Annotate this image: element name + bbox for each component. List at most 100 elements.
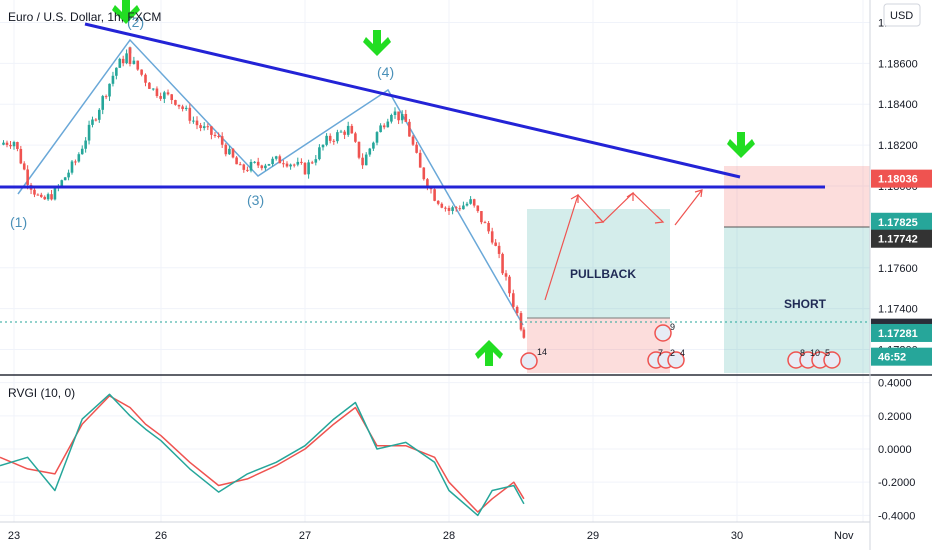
candle-body bbox=[350, 125, 354, 134]
price-label-text: 1.17825 bbox=[878, 217, 918, 229]
candle-body bbox=[108, 83, 111, 97]
candle-body bbox=[16, 142, 19, 149]
price-label[interactable]: 46:52 bbox=[871, 347, 932, 366]
candle-body bbox=[487, 222, 490, 232]
candle-body bbox=[39, 194, 43, 197]
candle-body bbox=[504, 273, 508, 277]
candle-body bbox=[364, 154, 368, 166]
candle-body bbox=[77, 154, 81, 162]
candle-body bbox=[115, 67, 118, 76]
candle-body bbox=[321, 144, 325, 148]
time-tick-label: 26 bbox=[155, 530, 167, 542]
candle-body bbox=[184, 107, 188, 110]
candle-body bbox=[515, 306, 519, 314]
candle-body bbox=[278, 156, 282, 164]
candle-body bbox=[125, 53, 128, 64]
candle-body bbox=[217, 135, 220, 137]
candle-body bbox=[382, 125, 386, 128]
candle-body bbox=[163, 92, 166, 99]
candle-body bbox=[213, 134, 217, 136]
candle-body bbox=[372, 142, 375, 149]
candle-body bbox=[104, 96, 108, 98]
candle-body bbox=[267, 164, 271, 166]
candle-body bbox=[87, 124, 91, 141]
candle-body bbox=[53, 187, 57, 200]
candle-body bbox=[174, 100, 177, 105]
candle-body bbox=[400, 114, 404, 121]
time-tick-label: 29 bbox=[587, 530, 599, 542]
candle-body bbox=[454, 207, 458, 209]
candle-body bbox=[303, 162, 307, 175]
candle-body bbox=[260, 165, 264, 169]
candle-body bbox=[231, 148, 235, 158]
price-label-bg bbox=[871, 323, 932, 342]
candle-body bbox=[246, 169, 249, 171]
candle-body bbox=[415, 144, 418, 153]
candle-body bbox=[285, 163, 289, 167]
candle-body bbox=[292, 164, 296, 166]
currency-label: USD bbox=[890, 10, 913, 22]
candle-body bbox=[118, 58, 122, 68]
candle-body bbox=[429, 187, 433, 190]
candle-body bbox=[411, 136, 415, 145]
candle-body bbox=[36, 194, 40, 196]
rvgi-tick-label: 0.0000 bbox=[878, 444, 912, 456]
candle-body bbox=[177, 104, 181, 107]
down-arrow-wave-4 bbox=[363, 30, 391, 56]
candle-body bbox=[220, 136, 224, 145]
price-label[interactable]: 1.17825 bbox=[871, 212, 932, 231]
up-arrow-bounce bbox=[475, 340, 503, 366]
candle-body bbox=[465, 203, 469, 206]
wave-label-2: (2) bbox=[127, 14, 144, 30]
economic-events: 14 9 7 2 4 8 10 5 bbox=[520, 322, 841, 370]
candle-body bbox=[307, 162, 310, 175]
price-label[interactable]: 1.17281 bbox=[871, 323, 932, 342]
short-stop-zone bbox=[724, 166, 870, 227]
rvgi-tick-label: 0.2000 bbox=[878, 411, 912, 423]
candle-body bbox=[170, 94, 174, 101]
candle-body bbox=[458, 208, 462, 210]
candle-body bbox=[67, 172, 70, 178]
candle-body bbox=[33, 189, 36, 195]
candle-body bbox=[43, 196, 47, 200]
candle-body bbox=[210, 126, 213, 135]
candle-body bbox=[339, 131, 343, 133]
candle-body bbox=[397, 111, 400, 121]
price-label[interactable]: 1.18036 bbox=[871, 169, 932, 188]
candle-body bbox=[80, 148, 84, 155]
price-label-bg bbox=[871, 229, 932, 248]
currency-button[interactable]: USD bbox=[883, 3, 921, 27]
candle-body bbox=[111, 75, 115, 84]
candle-body bbox=[494, 242, 497, 246]
candle-body bbox=[97, 109, 101, 120]
candle-body bbox=[354, 133, 357, 142]
candle-body bbox=[166, 92, 170, 95]
event-count-5: 4 bbox=[680, 348, 685, 358]
candle-body bbox=[159, 96, 162, 99]
candle-body bbox=[336, 132, 339, 142]
candle-body bbox=[84, 140, 87, 149]
candle-body bbox=[469, 199, 472, 204]
price-label-text: 46:52 bbox=[878, 352, 906, 364]
pullback-target-zone bbox=[527, 209, 670, 318]
candle-body bbox=[476, 205, 480, 212]
time-tick-label: 28 bbox=[443, 530, 455, 542]
rvgi-series-2 bbox=[0, 393, 525, 517]
event-count-7: 10 bbox=[810, 348, 820, 358]
price-label[interactable]: 1.17742 bbox=[871, 229, 932, 248]
candle-body bbox=[433, 189, 436, 201]
event-count-1: 14 bbox=[537, 347, 547, 357]
wave-label-1: (1) bbox=[10, 214, 27, 230]
price-tick-label: 1.18400 bbox=[878, 99, 918, 111]
candle-body bbox=[404, 114, 408, 122]
wave-label-3: (3) bbox=[247, 192, 264, 208]
down-arrow-wave-2 bbox=[112, 0, 140, 24]
candle-body bbox=[472, 199, 476, 206]
candle-body bbox=[522, 329, 526, 338]
candle-body bbox=[264, 165, 267, 169]
price-label-bg bbox=[871, 347, 932, 366]
elliott-wave-line bbox=[17, 38, 524, 326]
candle-body bbox=[151, 88, 155, 90]
candle-body bbox=[386, 121, 390, 128]
